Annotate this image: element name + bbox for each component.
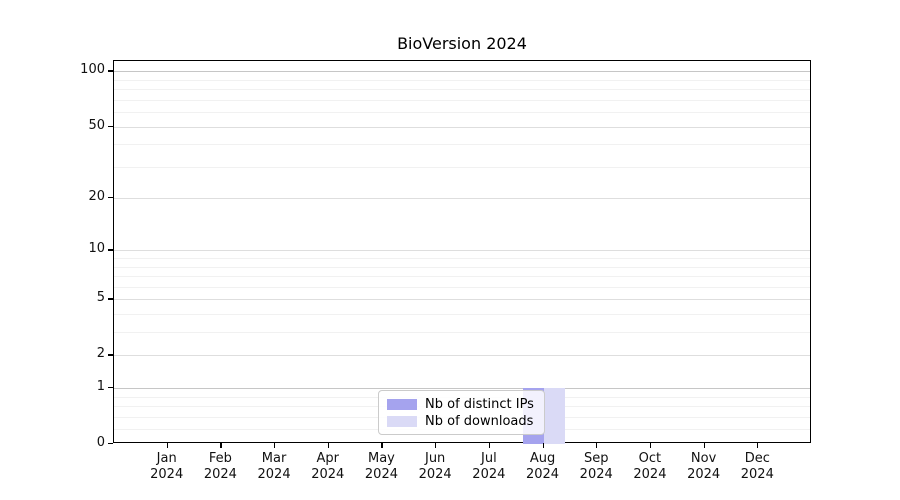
y-tick-label: 100	[80, 62, 105, 78]
y-gridline-minor	[114, 99, 810, 101]
x-tick-mark	[703, 443, 705, 448]
y-gridline-major	[114, 299, 810, 301]
x-tick-year: 2024	[740, 467, 774, 482]
x-tick-year: 2024	[311, 467, 345, 482]
y-gridline-minor	[114, 89, 810, 91]
x-tick-mark	[381, 443, 383, 448]
x-tick-label: Dec 2024	[729, 451, 785, 483]
y-tick-label: 0	[96, 435, 105, 450]
y-tick-mark	[108, 354, 113, 356]
y-tick-mark	[108, 70, 113, 72]
x-tick-label: Nov 2024	[676, 451, 732, 483]
x-tick-year: 2024	[257, 467, 291, 482]
y-gridline-minor	[114, 166, 810, 168]
x-tick-label: Jun 2024	[407, 451, 463, 483]
legend-item: Nb of distinct IPs	[387, 396, 536, 413]
x-tick-year: 2024	[418, 467, 452, 482]
plot-area	[113, 60, 811, 444]
x-tick-month: Mar	[261, 451, 287, 466]
y-tick-label: 5	[96, 290, 105, 306]
y-tick-mark	[108, 197, 113, 199]
y-gridline-major	[114, 250, 810, 252]
y-gridline-minor	[114, 276, 810, 278]
x-tick-label: Feb 2024	[192, 451, 248, 483]
legend: Nb of distinct IPs Nb of downloads	[378, 390, 545, 435]
x-tick-mark	[435, 443, 437, 448]
y-gridline-minor	[114, 112, 810, 114]
x-tick-month: May	[368, 451, 395, 466]
y-gridline-major	[114, 71, 810, 73]
x-tick-mark	[649, 443, 652, 448]
y-tick-label: 50	[88, 117, 105, 133]
x-tick-year: 2024	[579, 467, 613, 482]
y-gridline-minor	[114, 79, 810, 81]
y-gridline-major	[114, 355, 810, 357]
x-tick-month: Jul	[481, 451, 497, 466]
x-tick-mark	[757, 443, 759, 448]
bar-downloads	[543, 388, 565, 444]
y-gridline-major	[114, 388, 810, 390]
x-tick-year: 2024	[525, 467, 560, 482]
x-tick-year: 2024	[633, 467, 667, 482]
y-tick-mark	[108, 125, 113, 127]
y-gridline-minor	[114, 332, 810, 334]
y-tick-mark	[108, 249, 113, 251]
x-tick-year: 2024	[472, 467, 506, 482]
x-tick-mark	[274, 443, 276, 448]
x-tick-month: Jan	[156, 451, 177, 466]
x-tick-label: Apr 2024	[300, 451, 356, 483]
x-tick-label: May 2024	[353, 451, 409, 483]
x-tick-month: Feb	[208, 451, 232, 466]
x-tick-month: Aug	[529, 451, 556, 466]
y-tick-mark	[108, 387, 113, 389]
legend-label: Nb of distinct IPs	[425, 397, 534, 412]
x-tick-label: Jan 2024	[139, 451, 195, 483]
x-tick-label: Aug 2024	[515, 451, 571, 483]
x-tick-mark	[596, 443, 598, 448]
x-tick-mark	[220, 443, 222, 448]
y-tick-label: 10	[88, 241, 105, 257]
x-tick-month: Jun	[424, 451, 446, 466]
x-tick-month: Apr	[316, 451, 340, 466]
chart-title: BioVersion 2024	[397, 34, 527, 53]
y-gridline-major	[114, 198, 810, 200]
y-gridline-minor	[114, 314, 810, 316]
x-tick-month: Dec	[744, 451, 770, 466]
y-tick-label: 1	[96, 379, 105, 395]
x-tick-month: Nov	[690, 451, 717, 466]
y-tick-label: 2	[96, 346, 105, 362]
legend-label: Nb of downloads	[425, 414, 534, 429]
x-tick-label: Mar 2024	[246, 451, 302, 483]
y-gridline-minor	[114, 266, 810, 268]
y-tick-mark	[108, 443, 113, 445]
x-tick-year: 2024	[203, 467, 237, 482]
y-gridline-minor	[114, 144, 810, 146]
x-tick-label: Oct 2024	[622, 451, 678, 483]
legend-item: Nb of downloads	[387, 413, 536, 430]
x-tick-mark	[488, 443, 491, 448]
x-tick-year: 2024	[364, 467, 398, 482]
x-tick-label: Sep 2024	[568, 451, 624, 483]
x-tick-mark	[327, 443, 329, 448]
x-tick-label: Jul 2024	[461, 451, 517, 483]
legend-swatch	[387, 399, 417, 410]
y-gridline-minor	[114, 258, 810, 260]
legend-swatch	[387, 416, 417, 427]
y-gridline-major	[114, 126, 810, 128]
y-tick-mark	[108, 298, 113, 300]
x-tick-year: 2024	[687, 467, 721, 482]
x-tick-year: 2024	[150, 467, 184, 482]
y-tick-label: 20	[88, 189, 105, 205]
x-tick-month: Oct	[638, 451, 662, 466]
x-tick-mark	[166, 443, 168, 448]
x-tick-mark	[542, 443, 544, 448]
y-gridline-minor	[114, 286, 810, 288]
x-tick-month: Sep	[583, 451, 609, 466]
